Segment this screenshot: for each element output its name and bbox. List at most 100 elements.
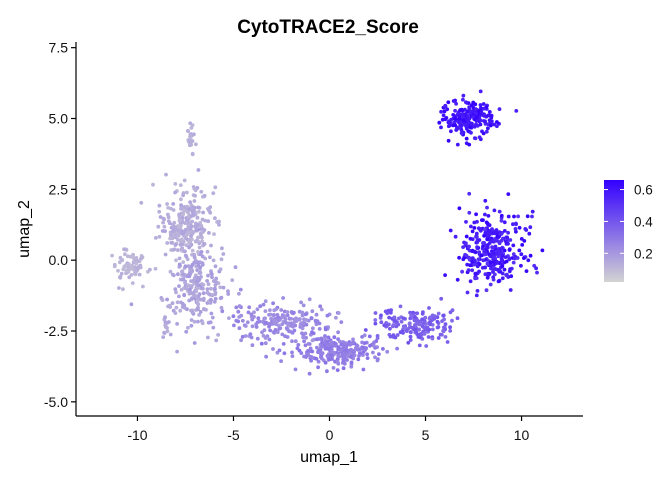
data-point	[161, 335, 166, 339]
data-point	[189, 224, 194, 229]
data-point	[161, 216, 166, 221]
data-point	[214, 338, 219, 343]
data-point	[249, 312, 254, 317]
data-point	[219, 305, 224, 310]
data-point	[163, 325, 168, 329]
data-point	[190, 206, 194, 211]
data-point	[166, 215, 171, 220]
data-point	[485, 237, 490, 242]
data-point	[245, 320, 250, 325]
x-axis-ticks: -10 -5 0 5 10	[127, 416, 530, 443]
data-point	[340, 354, 345, 358]
data-point	[450, 318, 454, 323]
chart-title: CytoTRACE2_Score	[237, 17, 419, 38]
data-point	[478, 122, 483, 127]
data-point	[208, 255, 212, 260]
data-point	[191, 279, 196, 283]
data-point	[535, 270, 539, 275]
data-point	[360, 340, 364, 345]
data-point	[110, 253, 114, 258]
data-point	[132, 258, 137, 263]
data-point	[331, 366, 336, 370]
data-point	[194, 289, 199, 294]
data-point	[163, 320, 168, 325]
data-point	[164, 172, 168, 177]
data-point	[202, 242, 207, 246]
data-point	[186, 215, 191, 219]
data-point	[447, 119, 451, 124]
data-point	[483, 231, 488, 236]
data-point	[209, 243, 213, 248]
data-point	[200, 239, 205, 244]
data-point	[173, 182, 178, 186]
data-point	[393, 318, 397, 323]
data-point	[482, 112, 486, 117]
x-tick-label: -10	[127, 427, 147, 443]
data-point	[182, 178, 187, 183]
data-point	[176, 248, 180, 253]
data-point	[279, 359, 283, 363]
data-point	[302, 354, 306, 359]
data-point	[406, 340, 411, 345]
data-point	[247, 305, 252, 310]
data-point	[479, 253, 484, 258]
data-point	[441, 113, 446, 118]
data-point	[317, 321, 322, 326]
data-point	[478, 103, 483, 107]
data-point	[303, 331, 308, 336]
data-point	[131, 252, 136, 257]
data-point	[166, 219, 171, 224]
data-point	[289, 316, 293, 321]
data-point	[516, 214, 520, 219]
data-point	[497, 279, 501, 284]
data-point	[174, 258, 178, 263]
data-point	[272, 319, 277, 324]
data-point	[217, 219, 221, 224]
data-point	[188, 267, 193, 272]
data-point	[471, 115, 475, 119]
data-point	[450, 308, 455, 313]
data-point	[174, 305, 179, 310]
data-point	[477, 269, 481, 274]
data-point	[442, 109, 447, 114]
data-point	[262, 328, 267, 333]
data-point	[212, 299, 217, 304]
data-point	[415, 311, 420, 316]
data-point	[413, 324, 418, 328]
data-point	[493, 244, 498, 249]
data-point	[162, 331, 167, 335]
data-point	[184, 243, 189, 248]
data-point	[460, 269, 464, 274]
data-point	[185, 232, 190, 237]
data-point	[294, 317, 298, 322]
data-point	[185, 204, 190, 209]
data-point	[148, 267, 152, 272]
data-point	[268, 312, 273, 317]
data-point	[454, 101, 458, 106]
data-point	[128, 254, 133, 259]
data-point	[371, 343, 376, 348]
data-point	[197, 209, 201, 214]
data-point	[315, 345, 319, 350]
data-point	[459, 131, 464, 136]
data-point	[325, 354, 330, 358]
data-point	[170, 230, 175, 234]
data-point	[189, 264, 194, 269]
data-point	[179, 207, 183, 211]
data-point	[301, 335, 305, 340]
data-point	[392, 315, 397, 320]
data-point	[372, 340, 376, 345]
data-point	[151, 182, 155, 187]
data-point	[487, 113, 492, 118]
data-point	[199, 250, 204, 254]
cluster-left-spike	[186, 121, 198, 157]
data-point	[196, 235, 201, 240]
data-point	[461, 97, 465, 102]
data-point	[196, 205, 201, 210]
data-point	[475, 245, 479, 250]
data-point	[181, 212, 185, 217]
data-point	[187, 143, 192, 148]
data-point	[339, 320, 344, 324]
data-point	[316, 359, 321, 364]
data-point	[187, 298, 192, 303]
